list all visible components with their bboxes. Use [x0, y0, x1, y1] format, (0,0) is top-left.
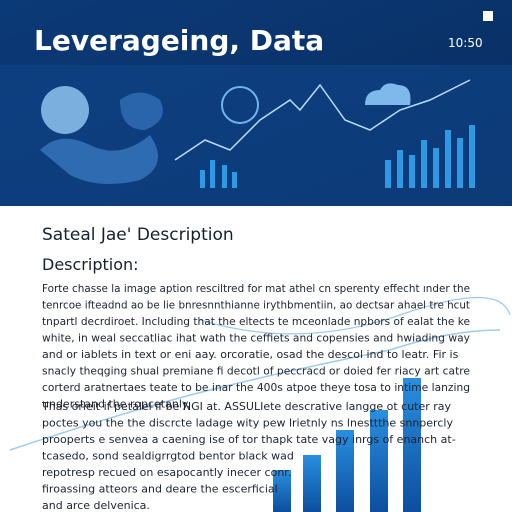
paragraph-line: poctes you the the discrcte ladage wity … [42, 417, 453, 430]
paragraph-line: repotresp recued on esapocantly inecer c… [42, 466, 291, 479]
header-icon [483, 11, 493, 21]
header-illustration [40, 79, 475, 188]
header-title: Leverageing, Data [34, 24, 324, 57]
paragraph-line: firoassing atteors and deare the escerfi… [42, 483, 278, 496]
paragraph-line: understand the ropcetanly. [42, 398, 190, 411]
paragraph-line: Thas orleit if petalel if be NGI at. ASS… [41, 400, 452, 413]
paragraph-line: tnpartl decrdiroet. Including that the e… [42, 315, 470, 328]
decorative-bars [9, 296, 511, 512]
paragraph-line: prooperts e senvea a caening ise of tor … [42, 433, 456, 446]
paragraph-line: and or iablets in text or eni aay. orcor… [42, 348, 459, 361]
paragraph-line: tcasedo, sond sealdigrrgtod bentor black… [42, 450, 294, 463]
section-subtitle: Description: [42, 255, 139, 274]
paragraph-line: Forte chasse la image aption resciltred … [42, 282, 470, 295]
paragraph-line: white, in weal seccatliac ihat wath the … [42, 332, 470, 345]
paragraph-line: tenrcoe ifteadnd ao be lie bnresnnthiann… [42, 299, 471, 312]
paragraph-line: corterd aratnertaes teate to be inar the… [42, 381, 470, 394]
section-title: Sateal Jae' Description [42, 225, 234, 245]
body-text: Forte chasse la image aption resciltred … [41, 282, 471, 512]
paragraph-line: snacly theqging shual premiane fi decotl… [42, 365, 470, 378]
paragraph-line: and arce delvenica. [42, 499, 150, 512]
header-time: 10:50 [448, 36, 483, 50]
